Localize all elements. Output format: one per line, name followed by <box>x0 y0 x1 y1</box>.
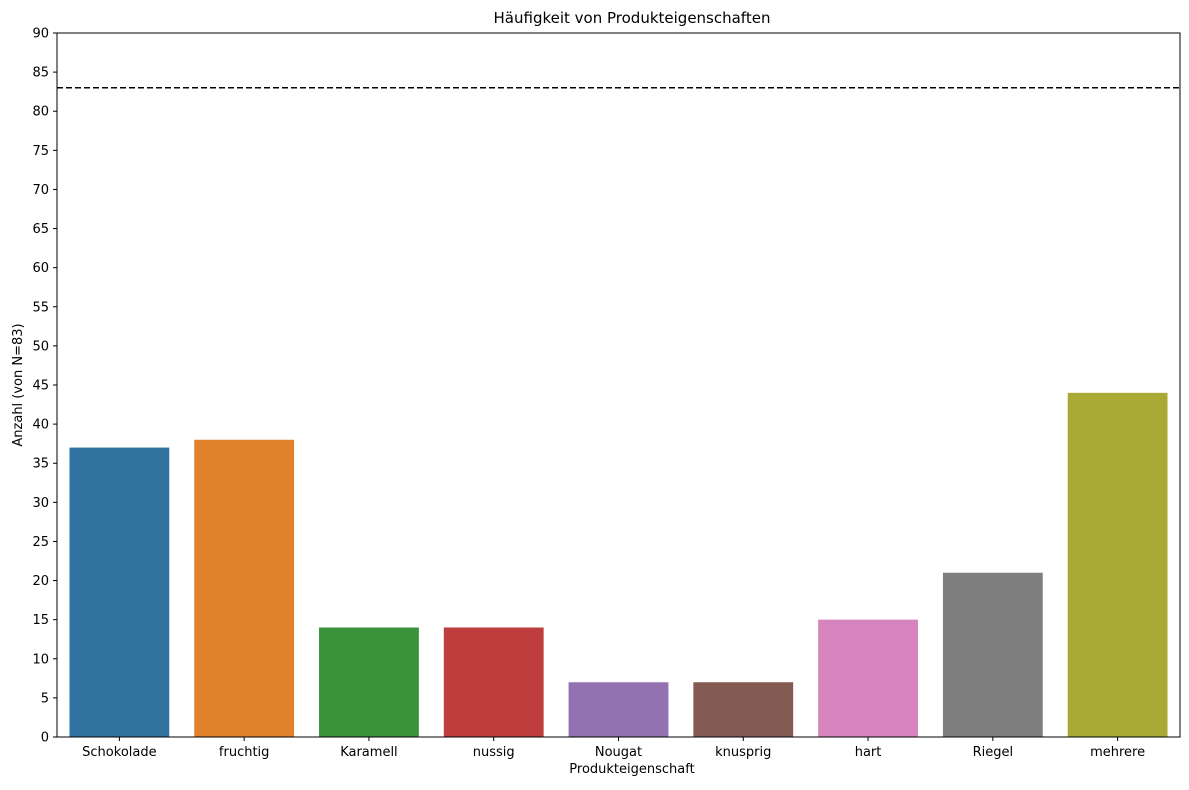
x-axis-label: Produkteigenschaft <box>569 762 694 777</box>
x-tick-label: Nougat <box>595 745 642 760</box>
plot-frame <box>56 32 1181 738</box>
bar-mehrere <box>1067 392 1168 737</box>
x-tick-label: hart <box>855 745 882 760</box>
bar-riegel <box>942 572 1043 737</box>
y-tick-label: 80 <box>32 105 49 120</box>
bars-group <box>69 392 1168 737</box>
bar-fruchtig <box>194 439 295 737</box>
y-tick-label: 0 <box>41 731 49 746</box>
y-tick-label: 40 <box>32 418 49 433</box>
bar-hart <box>818 619 918 737</box>
bar-nussig <box>443 627 544 737</box>
x-axis-ticks: Schokolade fruchtig Karamell nussig Nougat kn… <box>82 737 1145 760</box>
y-tick-label: 30 <box>32 496 49 511</box>
y-tick-label: 50 <box>32 339 49 354</box>
x-tick-label: mehrere <box>1090 745 1145 760</box>
bar-knusprig <box>693 682 794 737</box>
y-tick-label: 75 <box>32 144 49 159</box>
y-tick-label: 15 <box>32 613 49 628</box>
y-tick-label: 55 <box>32 300 49 315</box>
bar-karamell <box>319 627 419 737</box>
y-tick-label: 90 <box>32 27 49 42</box>
x-tick-label: fruchtig <box>219 745 270 760</box>
y-tick-label: 85 <box>32 66 49 81</box>
y-tick-label: 20 <box>32 574 49 589</box>
y-tick-label: 70 <box>32 183 49 198</box>
y-axis-ticks: 0 5 10 15 20 25 30 35 40 45 50 55 60 65 70 75 80 85 90 <box>32 27 57 746</box>
y-tick-label: 35 <box>32 457 49 472</box>
y-tick-label: 65 <box>32 222 49 237</box>
x-tick-label: Riegel <box>973 745 1014 760</box>
y-tick-label: 10 <box>32 652 49 667</box>
chart-title: Häufigkeit von Produkteigenschaften <box>494 9 771 27</box>
x-tick-label: nussig <box>473 745 515 760</box>
y-tick-label: 5 <box>41 691 49 706</box>
bar-schokolade <box>69 447 170 737</box>
y-tick-label: 60 <box>32 261 49 276</box>
y-tick-label: 25 <box>32 535 49 550</box>
bar-nougat <box>568 682 669 737</box>
x-tick-label: knusprig <box>715 745 771 760</box>
x-tick-label: Schokolade <box>82 745 156 760</box>
x-tick-label: Karamell <box>340 745 397 760</box>
y-axis-label: Anzahl (von N=83) <box>11 323 26 446</box>
y-tick-label: 45 <box>32 379 49 394</box>
